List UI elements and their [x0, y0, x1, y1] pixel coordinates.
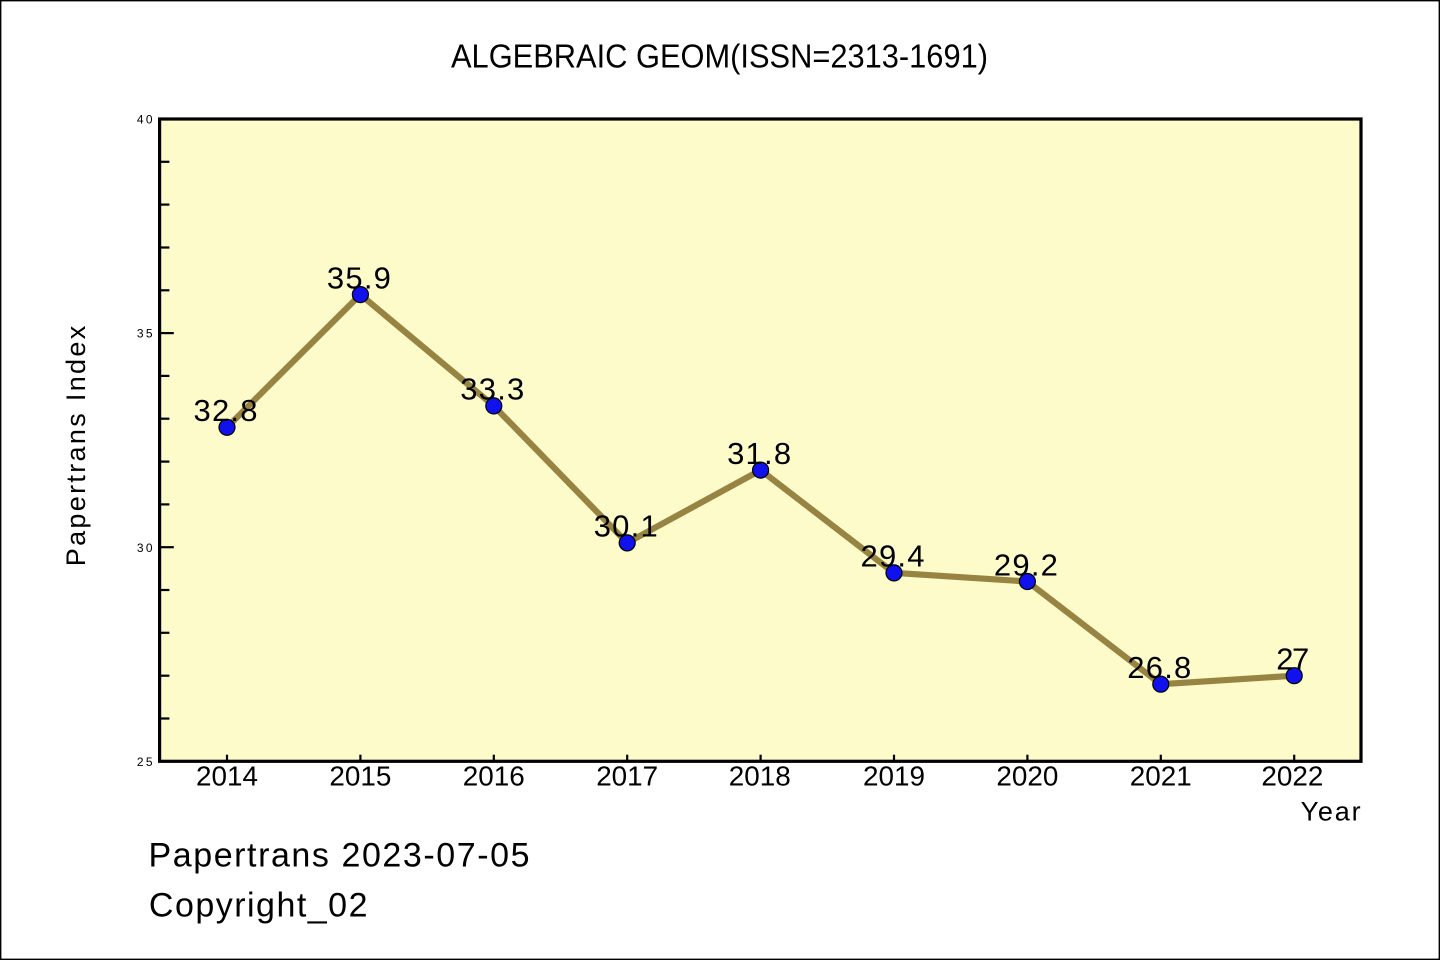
- svg-text:29.4: 29.4: [861, 539, 925, 574]
- svg-text:2018: 2018: [729, 761, 791, 792]
- svg-text:Papertrans 2023-07-05: Papertrans 2023-07-05: [149, 836, 530, 874]
- svg-text:40: 40: [137, 113, 153, 127]
- svg-text:ALGEBRAIC GEOM(ISSN=2313-1691): ALGEBRAIC GEOM(ISSN=2313-1691): [451, 38, 988, 75]
- svg-text:Copyright_02: Copyright_02: [149, 887, 368, 925]
- svg-text:33.3: 33.3: [460, 372, 524, 407]
- svg-text:29.2: 29.2: [994, 547, 1058, 582]
- svg-text:35.9: 35.9: [327, 260, 391, 295]
- svg-text:30: 30: [137, 541, 153, 555]
- svg-text:30.1: 30.1: [594, 509, 658, 544]
- svg-text:25: 25: [137, 755, 153, 769]
- svg-text:27: 27: [1276, 642, 1309, 677]
- svg-text:31.8: 31.8: [727, 436, 791, 471]
- svg-text:35: 35: [137, 327, 153, 341]
- svg-text:32.8: 32.8: [194, 393, 258, 428]
- svg-text:26.8: 26.8: [1127, 650, 1191, 685]
- svg-text:2017: 2017: [596, 761, 658, 792]
- svg-text:2016: 2016: [463, 761, 525, 792]
- svg-text:2022: 2022: [1261, 761, 1323, 792]
- svg-text:2015: 2015: [329, 761, 391, 792]
- svg-text:Year: Year: [1301, 797, 1361, 827]
- svg-text:2019: 2019: [863, 761, 925, 792]
- svg-text:2020: 2020: [996, 761, 1058, 792]
- svg-text:2021: 2021: [1130, 761, 1192, 792]
- svg-text:2014: 2014: [196, 761, 258, 792]
